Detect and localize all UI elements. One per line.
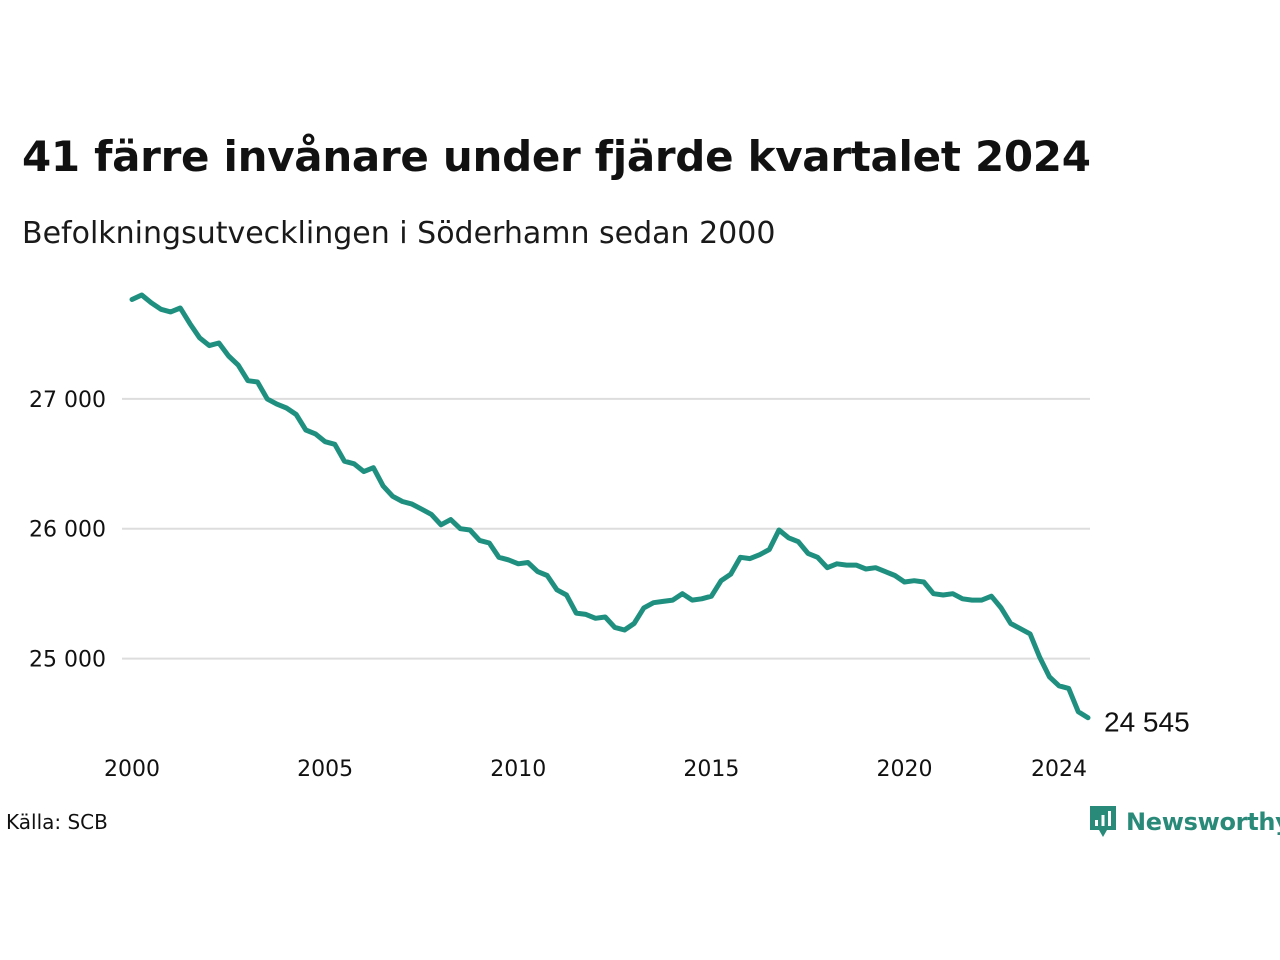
x-tick-label: 2005	[297, 757, 353, 782]
grid-lines	[122, 397, 1090, 660]
x-tick-label: 2024	[1031, 757, 1087, 782]
x-axis-ticks: 2000 2005 2010 2015 2020 2024	[104, 757, 1087, 782]
x-tick-label: 2015	[683, 757, 739, 782]
x-tick-label: 2000	[104, 757, 160, 782]
end-value-label: 24 545	[1104, 707, 1190, 738]
y-axis-ticks: 25 000 26 000 27 000	[29, 388, 106, 673]
brand-name: Newsworthy	[1126, 808, 1280, 836]
series-line	[129, 292, 1091, 721]
y-tick-label: 25 000	[29, 648, 106, 673]
series-layer	[129, 292, 1091, 721]
y-tick-label: 26 000	[29, 518, 106, 543]
data-labels: 24 545	[1104, 707, 1190, 738]
source-note: Källa: SCB	[6, 810, 108, 834]
x-tick-label: 2010	[490, 757, 546, 782]
newsworthy-logo-icon	[1090, 806, 1116, 837]
brand-logo: Newsworthy	[1088, 804, 1280, 840]
chart-title: 41 färre invånare under fjärde kvartalet…	[22, 132, 1091, 181]
y-tick-label: 27 000	[29, 388, 106, 413]
chart-subtitle: Befolkningsutvecklingen i Söderhamn seda…	[22, 216, 776, 251]
x-tick-label: 2020	[877, 757, 933, 782]
